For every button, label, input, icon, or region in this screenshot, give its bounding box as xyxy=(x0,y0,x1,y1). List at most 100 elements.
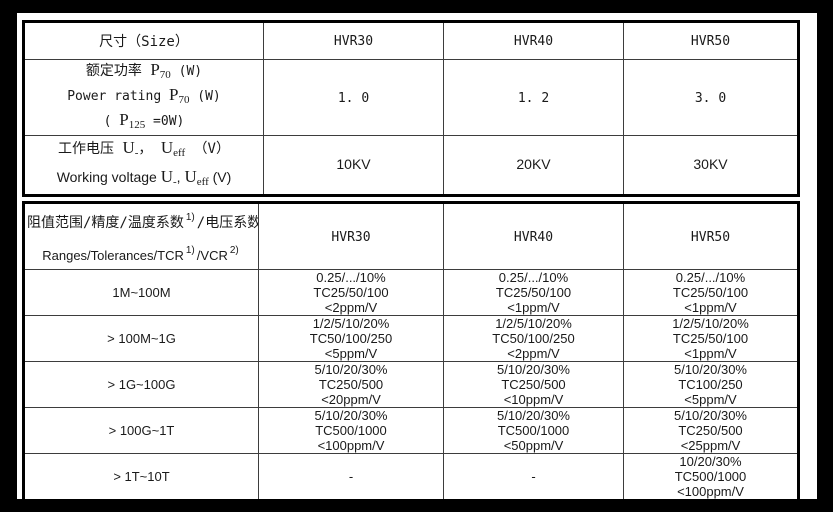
u-symbol: U xyxy=(184,167,197,186)
volt-unit-cn: （V） xyxy=(185,141,230,157)
spec-line-vcr: <2ppm/V xyxy=(324,300,378,315)
voltage-value-cell: 10KV xyxy=(263,135,444,196)
spec-cell: 5/10/20/30% TC100/250 <5ppm/V xyxy=(623,361,799,408)
note-open-paren: ( xyxy=(103,114,120,129)
table-row: > 1G~100G 5/10/20/30% TC250/500 <20ppm/V… xyxy=(23,361,799,408)
spec-line-tolerance: 1/2/5/10/20% xyxy=(312,316,390,332)
spec-cell: 5/10/20/30% TC250/500 <20ppm/V xyxy=(258,361,444,408)
range-label-cell: > 100G~1T xyxy=(23,407,259,454)
spec-line-tcr: TC500/1000 xyxy=(497,423,570,438)
power-rating-cn-text: 额定功率 xyxy=(85,63,151,79)
spec-line-tolerance: - xyxy=(348,469,354,484)
spec-cell: 5/10/20/30% TC500/1000 <100ppm/V xyxy=(258,407,444,454)
model-hvr40-label: HVR40 xyxy=(513,34,554,49)
model-header-cell: HVR30 xyxy=(263,21,444,60)
spec-line-tolerance: 5/10/20/30% xyxy=(314,408,388,424)
ranges-cn-part2: /电压系数 xyxy=(196,215,259,231)
spec-line-tolerance: 5/10/20/30% xyxy=(496,362,570,378)
spec-cell: 0.25/.../10% TC25/50/100 <1ppm/V xyxy=(623,269,799,316)
table-row: 工作电压 U-， Ueff （V） Working voltage U-, Ue… xyxy=(23,135,799,196)
u-subscript-dc: - xyxy=(172,176,177,188)
spec-line-vcr: <20ppm/V xyxy=(321,392,381,407)
u-symbol: U xyxy=(122,138,135,157)
watt-unit: (W) xyxy=(170,64,203,79)
spec-cell: 10/20/30% TC500/1000 <100ppm/V xyxy=(623,453,799,501)
working-voltage-label-cell: 工作电压 U-， Ueff （V） Working voltage U-, Ue… xyxy=(23,135,264,196)
range-label-cell: > 1T~10T xyxy=(23,453,259,501)
spec-line-tolerance: 5/10/20/30% xyxy=(496,408,570,424)
model-hvr50-label: HVR50 xyxy=(690,229,731,245)
spec-cell: 0.25/.../10% TC25/50/100 <1ppm/V xyxy=(443,269,624,316)
power-value-cell: 1. 0 xyxy=(263,59,444,136)
spec-line-vcr: <5ppm/V xyxy=(684,392,737,407)
p-subscript-70: 70 xyxy=(159,69,171,81)
model-header-cell: HVR30 xyxy=(258,202,444,270)
power-value-cell: 3. 0 xyxy=(623,59,799,136)
spec-line-vcr: <1ppm/V xyxy=(507,300,560,315)
document-area: 尺寸（Size） HVR30 HVR40 HVR50 额定功率 P70 (W) … xyxy=(17,13,817,502)
model-hvr40-label: HVR40 xyxy=(513,229,554,245)
table-row: > 100M~1G 1/2/5/10/20% TC50/100/250 <5pp… xyxy=(23,315,799,362)
spec-line-vcr: <25ppm/V xyxy=(680,438,741,453)
voltage-value-hvr30: 10KV xyxy=(336,156,371,172)
p-subscript-70: 70 xyxy=(178,94,190,106)
spec-cell: 5/10/20/30% TC250/500 <10ppm/V xyxy=(443,361,624,408)
spec-cell: 0.25/.../10% TC25/50/100 <2ppm/V xyxy=(258,269,444,316)
p-symbol: P xyxy=(150,60,160,80)
spec-line-tolerance: 1/2/5/10/20% xyxy=(495,316,572,332)
power-rating-label-cell: 额定功率 P70 (W) Power rating P70 (W) ( P125… xyxy=(23,59,264,136)
spec-line-tolerance: - xyxy=(531,469,536,484)
spec-line-tcr: TC100/250 xyxy=(678,377,743,392)
spec-line-tcr: TC25/50/100 xyxy=(672,331,749,346)
spec-line-tcr: TC250/500 xyxy=(501,377,566,392)
p-symbol: P xyxy=(168,85,179,104)
working-voltage-line-cn: 工作电压 U-， Ueff （V） xyxy=(27,137,261,166)
voltage-value-cell: 30KV xyxy=(623,135,799,196)
ranges-en-part2: /VCR xyxy=(196,248,228,263)
size-label: 尺寸（Size） xyxy=(99,34,189,50)
spec-cell: 1/2/5/10/20% TC50/100/250 <5ppm/V xyxy=(258,315,444,362)
footnote-2-marker: 2) xyxy=(229,245,239,256)
voltage-value-hvr50: 30KV xyxy=(693,156,728,172)
spec-line-tolerance: 0.25/.../10% xyxy=(675,270,746,286)
range-label-cell: 1M~100M xyxy=(23,269,259,316)
spec-line-tcr: TC50/100/250 xyxy=(492,331,575,346)
p-subscript-125: 125 xyxy=(128,119,146,131)
spec-line-vcr: <2ppm/V xyxy=(507,346,560,361)
comma: ， xyxy=(138,141,161,157)
spec-line-vcr: <100ppm/V xyxy=(677,484,744,499)
range-label: > 1G~100G xyxy=(107,376,176,392)
model-hvr50-label: HVR50 xyxy=(690,34,731,49)
spec-line-tcr: TC250/500 xyxy=(678,423,743,438)
table-row: > 1T~10T - - 10/20/30% TC500/1000 <100pp… xyxy=(23,453,799,501)
u-symbol: U xyxy=(160,138,174,157)
model-header-cell: HVR40 xyxy=(443,21,624,60)
working-voltage-cn-text: 工作电压 xyxy=(58,141,123,157)
u-symbol: U xyxy=(160,167,173,186)
spec-line-tcr: TC250/500 xyxy=(318,377,384,392)
spec-line-vcr: <1ppm/V xyxy=(684,300,737,315)
spec-line-vcr: <1ppm/V xyxy=(684,346,737,361)
range-label: 1M~100M xyxy=(112,284,171,300)
ratings-table: 尺寸（Size） HVR30 HVR40 HVR50 额定功率 P70 (W) … xyxy=(22,20,800,197)
spec-cell: 5/10/20/30% TC500/1000 <50ppm/V xyxy=(443,407,624,454)
spec-line-tolerance: 5/10/20/30% xyxy=(314,362,388,378)
model-header-cell: HVR50 xyxy=(623,21,799,60)
u-subscript-dc: - xyxy=(134,147,139,159)
power-value-hvr40: 1. 2 xyxy=(517,90,550,106)
spec-line-vcr: <50ppm/V xyxy=(503,438,564,453)
spec-cell: - xyxy=(443,453,624,501)
spec-line-tolerance: 0.25/.../10% xyxy=(498,270,569,286)
spec-line-tcr: TC25/50/100 xyxy=(672,285,749,300)
spec-line-tolerance: 0.25/.../10% xyxy=(316,270,386,286)
spec-cell: 1/2/5/10/20% TC25/50/100 <1ppm/V xyxy=(623,315,799,362)
range-label: > 100G~1T xyxy=(108,422,175,438)
footnote-1-marker: 1) xyxy=(185,212,195,223)
watt-unit: (W) xyxy=(189,89,221,104)
spec-line-tcr: TC500/1000 xyxy=(674,469,747,484)
spec-line-tolerance: 1/2/5/10/20% xyxy=(672,316,749,332)
table-row: 额定功率 P70 (W) Power rating P70 (W) ( P125… xyxy=(23,59,799,136)
volt-unit-en: (V) xyxy=(208,169,232,185)
